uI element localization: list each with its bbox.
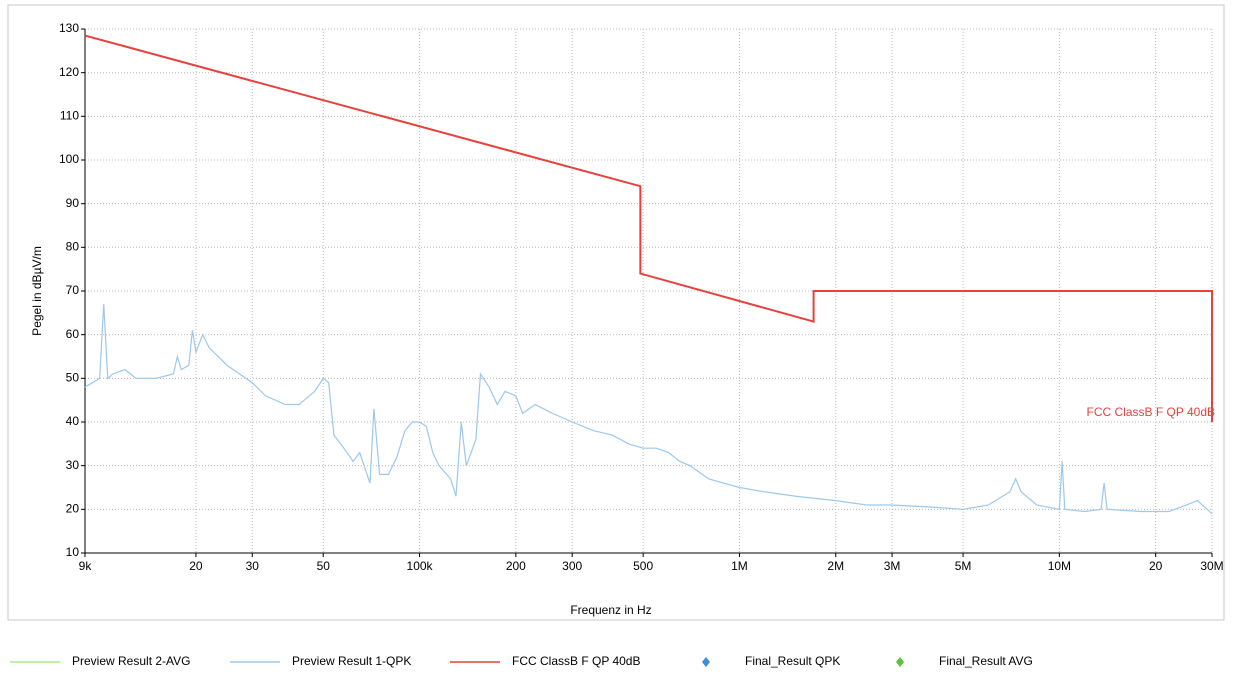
y-tick-label: 20 xyxy=(66,502,80,516)
x-tick-label: 10M xyxy=(1048,559,1071,573)
legend-label: Final_Result QPK xyxy=(745,654,840,668)
y-tick-label: 50 xyxy=(66,371,80,385)
y-tick-label: 60 xyxy=(66,327,80,341)
y-tick-label: 130 xyxy=(59,21,79,35)
y-tick-label: 110 xyxy=(60,109,79,123)
x-tick-label: 2M xyxy=(827,559,844,573)
x-tick-label: 500 xyxy=(633,559,653,573)
x-tick-label: 3M xyxy=(884,559,901,573)
y-tick-label: 30 xyxy=(66,458,80,472)
legend-label: FCC ClassB F QP 40dB xyxy=(512,654,640,668)
y-tick-label: 70 xyxy=(66,283,80,297)
x-tick-label: 9k xyxy=(79,559,93,573)
series-line xyxy=(84,34,1213,422)
x-tick-label: 20 xyxy=(1149,559,1163,573)
y-tick-label: 100 xyxy=(59,152,79,166)
x-tick-label: 100k xyxy=(407,559,434,573)
legend-label: Final_Result AVG xyxy=(939,654,1033,668)
x-tick-label: 300 xyxy=(562,559,582,573)
legend-label: Preview Result 2-AVG xyxy=(72,654,190,668)
y-tick-label: 80 xyxy=(66,240,80,254)
series-line xyxy=(84,304,1213,515)
legend-label: Preview Result 1-QPK xyxy=(292,654,411,668)
y-tick-label: 90 xyxy=(66,196,80,210)
y-tick-label: 10 xyxy=(66,545,80,559)
legend-marker xyxy=(896,657,904,667)
x-tick-label: 20 xyxy=(189,559,203,573)
legend-marker xyxy=(702,657,710,667)
y-axis-label: Pegel in dBµV/m xyxy=(30,246,44,336)
x-tick-label: 50 xyxy=(317,559,331,573)
x-tick-label: 200 xyxy=(506,559,526,573)
annotation: FCC ClassB F QP 40dB xyxy=(1087,405,1215,419)
y-tick-label: 120 xyxy=(59,65,79,79)
x-axis-label: Frequenz in Hz xyxy=(570,603,651,617)
x-tick-label: 30M xyxy=(1200,559,1223,573)
x-tick-label: 1M xyxy=(731,559,748,573)
x-tick-label: 30 xyxy=(246,559,260,573)
y-tick-label: 40 xyxy=(66,414,80,428)
x-tick-label: 5M xyxy=(955,559,972,573)
chart-frame xyxy=(7,4,1225,621)
